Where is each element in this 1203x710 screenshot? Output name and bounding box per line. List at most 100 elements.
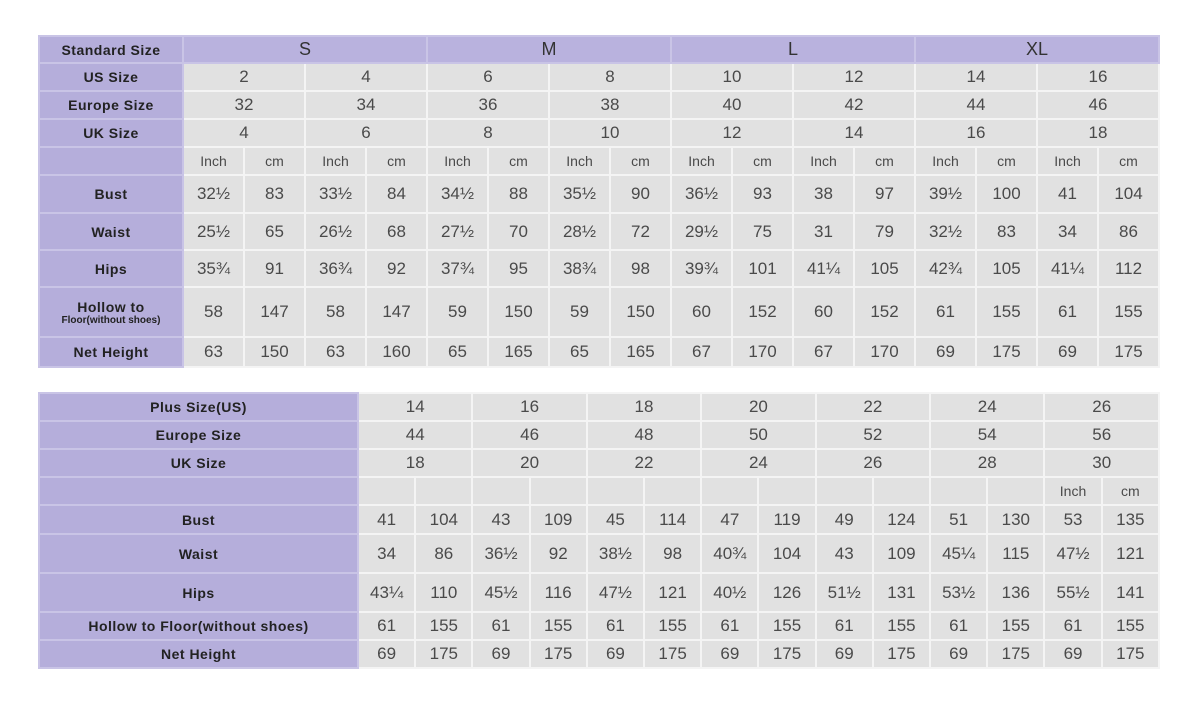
unit-cm: cm	[609, 146, 672, 176]
measurement-row: Hips 35¾ 91 36¾ 92 37¾ 95 38¾ 98 39¾ 101 41¼ 105 42¾ 1…	[38, 249, 1160, 288]
measurement-value: 105	[853, 249, 916, 288]
header-row: Standard Size S M L XL	[38, 35, 1160, 64]
size-group-header: XL	[914, 35, 1160, 64]
row-label: Hips	[38, 572, 359, 613]
measurement-value: 155	[414, 611, 474, 641]
unit-inch: Inch	[914, 146, 977, 176]
measurement-value: 114	[643, 504, 703, 535]
size-value: 48	[585, 420, 703, 450]
measurement-row: Net Height 69 175 69 175 69 175 69 175 69 175 69 175…	[38, 639, 1161, 669]
measurement-value: 32½	[182, 174, 245, 214]
unit-inch: Inch	[1036, 146, 1099, 176]
row-label: Hollow to Floor(without shoes)	[38, 286, 184, 338]
measurement-value: 37¾	[426, 249, 489, 288]
measurement-value: 121	[1100, 533, 1161, 574]
measurement-value: 97	[853, 174, 916, 214]
measurement-value: 88	[487, 174, 550, 214]
size-value: 54	[929, 420, 1046, 450]
unit-row: Inch cm Inch cm Inch cm Inch cm Inch cm Inch cm Inch…	[38, 146, 1160, 176]
measurement-value: 45	[585, 504, 646, 535]
size-value: 22	[585, 448, 703, 478]
measurement-value: 34	[356, 533, 417, 574]
size-value: 12	[792, 62, 916, 92]
measurement-value: 69	[585, 639, 646, 669]
unit-inch: Inch	[792, 146, 855, 176]
empty-cell	[700, 476, 760, 506]
row-label	[38, 146, 184, 176]
measurement-value: 36½	[670, 174, 733, 214]
measurement-value: 72	[609, 212, 672, 251]
size-value: 56	[1043, 420, 1160, 450]
measurement-value: 42¾	[914, 249, 977, 288]
measurement-value: 98	[643, 533, 703, 574]
size-value: 4	[182, 118, 306, 148]
unit-inch: Inch	[182, 146, 245, 176]
measurement-value: 69	[814, 639, 874, 669]
measurement-value: 126	[757, 572, 817, 613]
measurement-value: 68	[365, 212, 428, 251]
size-value: 22	[814, 392, 932, 422]
measurement-value: 84	[365, 174, 428, 214]
measurement-value: 47½	[585, 572, 646, 613]
measurement-value: 40¾	[700, 533, 760, 574]
measurement-value: 105	[975, 249, 1038, 288]
row-label: UK Size	[38, 118, 184, 148]
measurement-row: Hollow to Floor(without shoes) 58 147 58 147 5…	[38, 286, 1160, 338]
measurement-row: Bust 32½ 83 33½ 84 34½ 88 35½ 90 36½ 93 38 97 39½ 100 4…	[38, 174, 1160, 214]
measurement-row: Waist 34 86 36½ 92 38½ 98 40¾ 104 43 109 45¼ 115 47½ 1…	[38, 533, 1161, 574]
measurement-value: 83	[243, 174, 306, 214]
unit-cm: cm	[1100, 476, 1161, 506]
unit-row: Inch cm	[38, 476, 1161, 506]
measurement-value: 175	[757, 639, 817, 669]
measurement-value: 38¾	[548, 249, 611, 288]
size-value: 16	[1036, 62, 1160, 92]
size-group-header: M	[426, 35, 672, 64]
size-value: 44	[356, 420, 474, 450]
measurement-value: 170	[853, 336, 916, 368]
measurement-value: 155	[871, 611, 932, 641]
label-line: Hollow to	[77, 298, 145, 315]
row-label: Hips	[38, 249, 184, 288]
measurement-value: 36½	[471, 533, 531, 574]
measurement-value: 35½	[548, 174, 611, 214]
measurement-value: 150	[609, 286, 672, 338]
measurement-value: 75	[731, 212, 794, 251]
measurement-value: 165	[609, 336, 672, 368]
measurement-value: 155	[975, 286, 1038, 338]
europe-size-row: Europe Size 32 34 36 38 40 42 44 46	[38, 90, 1160, 120]
size-value: 28	[929, 448, 1046, 478]
empty-cell	[929, 476, 989, 506]
measurement-value: 61	[585, 611, 646, 641]
measurement-value: 150	[487, 286, 550, 338]
measurement-value: 47½	[1043, 533, 1103, 574]
measurement-value: 175	[871, 639, 932, 669]
measurement-value: 175	[975, 336, 1038, 368]
row-label: Net Height	[38, 639, 359, 669]
size-value: 50	[700, 420, 817, 450]
measurement-value: 160	[365, 336, 428, 368]
measurement-value: 175	[1100, 639, 1161, 669]
measurement-value: 25½	[182, 212, 245, 251]
unit-cm: cm	[487, 146, 550, 176]
row-label: UK Size	[38, 448, 359, 478]
size-value: 8	[548, 62, 672, 92]
row-label: Bust	[38, 174, 184, 214]
measurement-value: 147	[365, 286, 428, 338]
size-value: 18	[356, 448, 474, 478]
unit-inch: Inch	[304, 146, 367, 176]
measurement-value: 53	[1043, 504, 1103, 535]
measurement-value: 136	[986, 572, 1046, 613]
unit-inch: Inch	[548, 146, 611, 176]
size-value: 16	[914, 118, 1038, 148]
unit-cm: cm	[731, 146, 794, 176]
measurement-value: 61	[814, 611, 874, 641]
measurement-value: 69	[471, 639, 531, 669]
size-group-header: S	[182, 35, 428, 64]
size-value: 42	[792, 90, 916, 120]
unit-cm: cm	[1097, 146, 1160, 176]
measurement-value: 100	[975, 174, 1038, 214]
measurement-value: 79	[853, 212, 916, 251]
measurement-row: Net Height 63 150 63 160 65 165 65 165 67 170 67 170…	[38, 336, 1160, 368]
measurement-value: 35¾	[182, 249, 245, 288]
standard-size-table: Standard Size S M L XL US Size 2 4 6 8 10 12 14 16 Eur…	[38, 35, 1160, 368]
